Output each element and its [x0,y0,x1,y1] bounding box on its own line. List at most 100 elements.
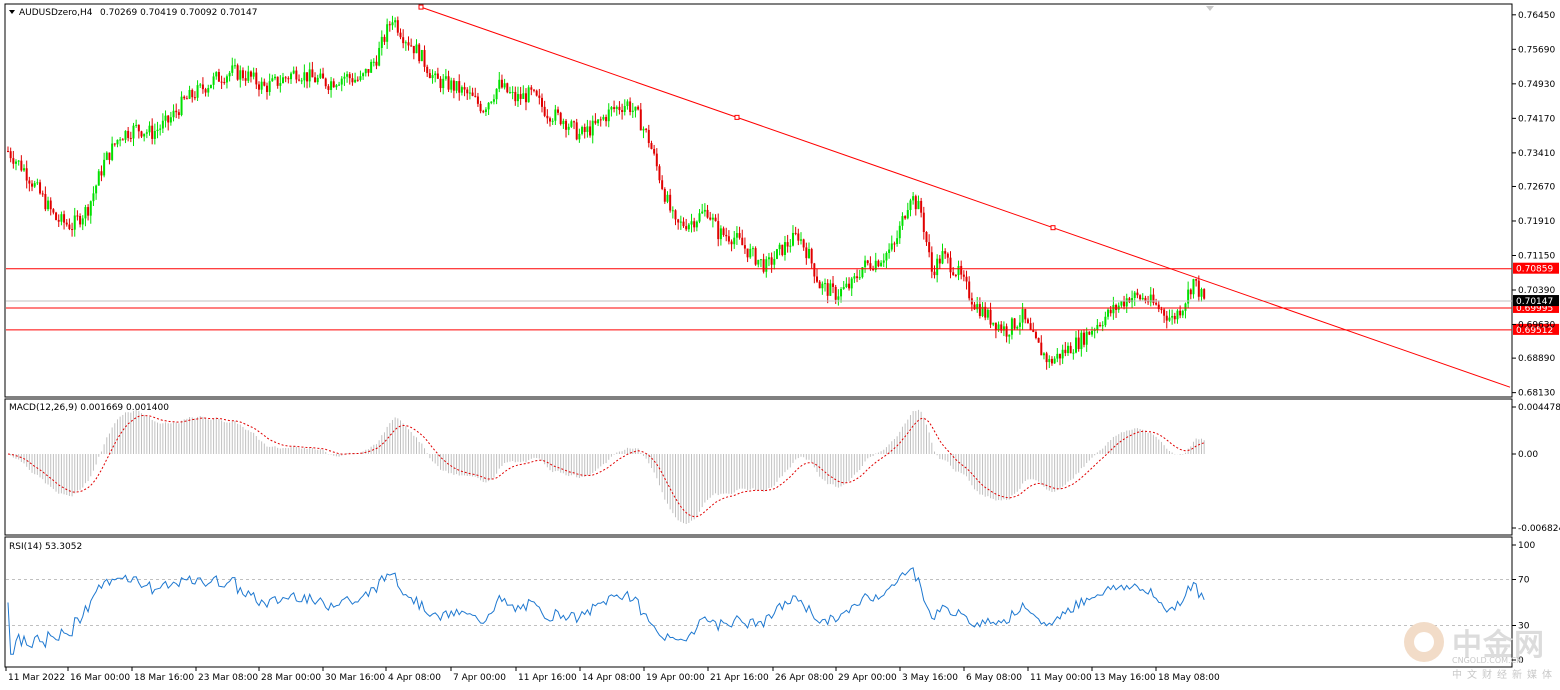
candle-body [161,120,164,129]
time-tick-label: 29 Apr 00:00 [838,673,897,683]
candle-body [1181,310,1184,316]
candle-body [340,78,343,85]
candle-body [495,88,498,100]
price-tick-label: 0.75690 [1518,45,1555,55]
time-tick-label: 4 Apr 08:00 [388,673,441,683]
time-tick-label: 30 Mar 16:00 [325,673,385,683]
candle-body [1040,342,1043,356]
candle-body [508,92,511,94]
candle-body [1066,345,1069,354]
candle-body [920,200,923,213]
candle-body [984,306,987,318]
candle-body [914,196,917,210]
candle-body [100,171,103,176]
level-tag [1513,301,1559,313]
candle-body [1042,353,1045,356]
candle-body [1024,309,1027,320]
candle-body [183,96,186,99]
candle-body [535,90,538,96]
candle-body [87,207,90,216]
candle-body [1002,326,1005,331]
candle-body [610,107,613,110]
candle-body [391,22,394,26]
candle-body [257,84,260,90]
macd-layer [7,409,1205,524]
time-tick-label: 18 Mar 16:00 [134,673,194,683]
time-tick-label: 28 Mar 00:00 [261,673,321,683]
candle-body [73,215,76,230]
candle-body [524,93,527,103]
candle-body [738,233,741,238]
candle-body [1112,304,1115,314]
candle-body [1018,322,1021,327]
candle-body [148,125,151,133]
candle-body [802,239,805,248]
candle-body [511,91,514,93]
level-tag-label: 0.69995 [1516,304,1553,314]
candle-body [151,125,154,139]
candle-body [791,232,794,246]
candle-body [637,106,640,110]
candle-body [882,260,885,263]
candle-body [474,95,477,97]
candle-body [172,110,175,118]
shift-marker-icon[interactable] [1206,6,1214,11]
macd-tick-label: 0.004478 [1518,403,1560,413]
candle-body [824,283,827,285]
trend-layer[interactable] [418,4,1511,388]
time-tick-label: 11 Mar 2022 [8,673,65,683]
candle-body [223,82,226,84]
candle-body [84,207,87,219]
candle-body [252,72,255,77]
rsi-panel[interactable] [4,536,1513,668]
time-tick-label: 16 Mar 00:00 [70,673,130,683]
candle-body [992,322,995,325]
candle-body [89,201,92,216]
candle-body [826,283,829,296]
candle-body [821,283,824,289]
candle-body [1176,310,1179,320]
candle-body [687,224,690,230]
dropdown-arrow-icon[interactable] [9,10,15,14]
candle-body [265,85,268,93]
candle-body [898,225,901,239]
price-tick-label: 0.69630 [1518,321,1555,331]
candle-body [997,324,1000,331]
candle-body [1008,334,1011,337]
macd-tick-label: -0.006824 [1518,524,1560,534]
candle-body [311,69,314,78]
candle-body [575,122,578,140]
time-tick-label: 11 Apr 16:00 [518,673,577,683]
candle-body [842,286,845,290]
price-tick-label: 0.72670 [1518,182,1555,192]
candle-body [212,76,215,85]
candle-body [471,92,474,96]
price-panel[interactable] [4,3,1513,398]
macd-axis: 0.004478 0.00 -0.006824 [1512,403,1560,534]
time-tick-label: 6 May 08:00 [966,673,1022,683]
candle-body [247,71,250,81]
candle-body [818,281,821,289]
candle-body [917,200,920,210]
candle-body [1096,324,1099,330]
candle-body [348,74,351,79]
candle-body [709,217,712,220]
candle-body [629,101,632,112]
candle-body [1173,315,1176,320]
candle-body [268,81,271,93]
time-tick-label: 26 Apr 08:00 [775,673,834,683]
candle-body [233,65,236,67]
candle-body [706,209,709,218]
candle-body [185,98,188,100]
candle-body [775,249,778,259]
candle-body [47,200,50,210]
candle-body [557,109,560,113]
candle-body [460,87,463,93]
time-tick-label: 13 May 16:00 [1094,673,1156,683]
candle-body [621,110,624,113]
rsi-axis: 100 70 30 0 [1512,541,1535,666]
candle-body [479,103,482,112]
candle-body [754,248,757,265]
candle-body [113,143,116,145]
